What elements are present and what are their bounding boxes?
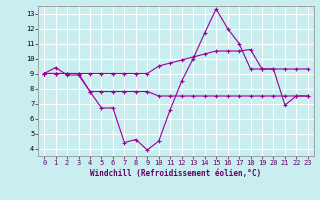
- X-axis label: Windchill (Refroidissement éolien,°C): Windchill (Refroidissement éolien,°C): [91, 169, 261, 178]
